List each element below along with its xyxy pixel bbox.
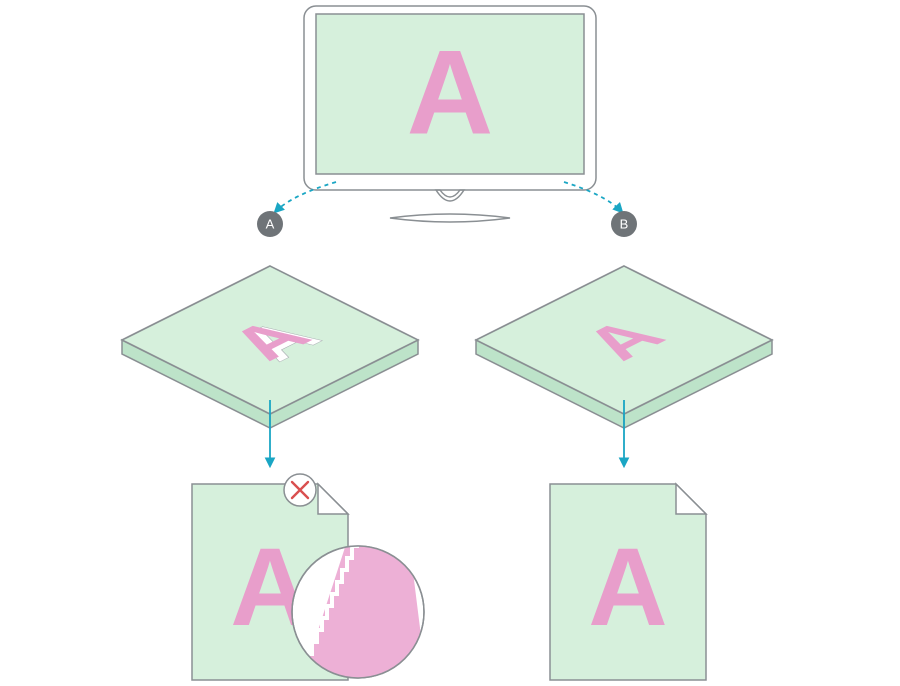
diagram-root: AAAAAAAB: [0, 0, 900, 686]
monitor-stand-base: [390, 214, 510, 222]
monitor-stand-neck: [436, 190, 464, 201]
monitor-letter: A: [407, 26, 494, 160]
arrow-monitor-to-left-badge: [275, 182, 336, 212]
branch-badge-label-right: B: [620, 217, 629, 232]
document-right: A: [550, 484, 706, 680]
document-letter-right: A: [588, 526, 667, 649]
branch-badge-label-left: A: [266, 217, 275, 232]
